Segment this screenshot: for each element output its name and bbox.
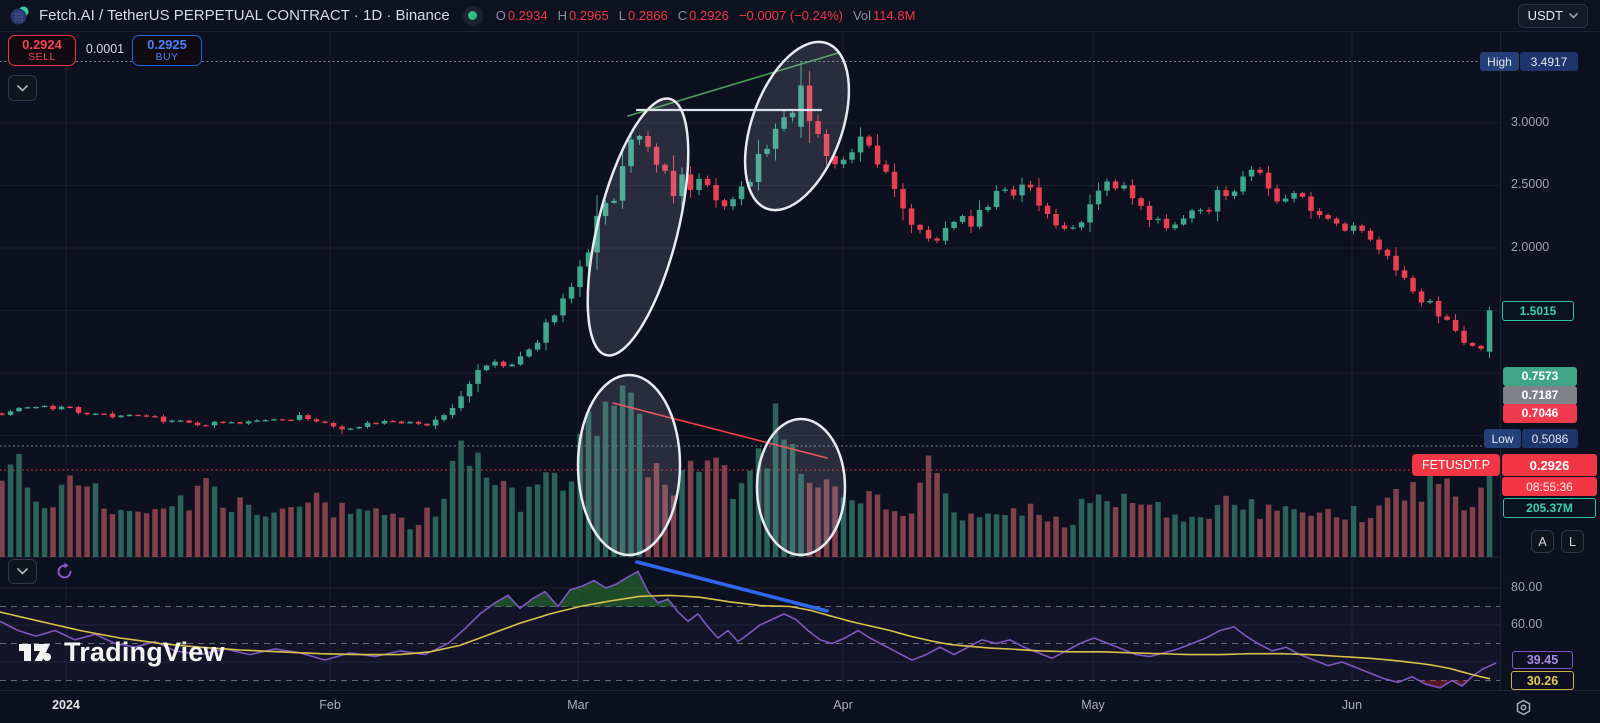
ohlc-close-label: C <box>677 8 688 23</box>
session-low-value: 0.5086 <box>1522 429 1578 448</box>
time-scale-label: Feb <box>319 698 341 712</box>
ohlc-high-value: 0.2965 <box>568 8 609 23</box>
currency-dropdown[interactable]: USDT <box>1517 3 1588 28</box>
price-ellipse-runup[interactable] <box>567 89 708 365</box>
blue-rsi-trendline[interactable] <box>635 560 829 613</box>
spread-value: 0.0001 <box>85 42 125 56</box>
tradingview-logo-icon <box>19 644 51 661</box>
candlesticks <box>0 61 1493 435</box>
ohlc-readout: O 0.2934 H 0.2965 L 0.2866 C 0.2926 −0.0007 … <box>496 8 916 23</box>
rsi-value-badge: 39.45 <box>1512 651 1573 669</box>
drawing-annotations[interactable] <box>567 28 870 613</box>
buy-label: BUY <box>155 50 179 63</box>
ohlc-open-value: 0.2934 <box>507 8 548 23</box>
price-level-badge: 0.7187 <box>1503 385 1577 405</box>
ohlc-close-value: 0.2926 <box>689 8 729 23</box>
indicator-refresh-icon[interactable] <box>52 559 76 583</box>
price-level-badge: 0.7046 <box>1503 403 1577 423</box>
volume-bars <box>0 385 1493 557</box>
price-scale-label: 3.0000 <box>1511 115 1550 129</box>
rsi-ma-value-badge: 30.26 <box>1511 671 1574 690</box>
tradingview-watermark[interactable]: TradingView <box>18 634 225 670</box>
ohlc-low-value: 0.2866 <box>627 8 668 23</box>
price-scale[interactable]: 3.0000 2.5000 2.0000 0.7573 0.7187 0.7046 80.0… <box>1500 32 1600 690</box>
volume-label: Vol <box>852 8 872 23</box>
currency-dropdown-label: USDT <box>1527 8 1563 23</box>
time-scale-label: 2024 <box>52 698 80 712</box>
time-scale-label: Jun <box>1341 698 1363 712</box>
sell-price: 0.2924 <box>22 37 62 53</box>
time-axis-settings-icon[interactable] <box>1513 697 1533 717</box>
indicator-scale-label: 80.00 <box>1511 580 1543 594</box>
chevron-down-icon <box>1569 12 1578 19</box>
watermark-text: TradingView <box>64 636 225 667</box>
time-scale-label: Apr <box>833 698 853 712</box>
time-scale-label: Mar <box>567 698 589 712</box>
indicator-pane-collapse-button[interactable] <box>8 559 37 584</box>
price-scale-label: 2.5000 <box>1511 177 1550 191</box>
chevron-down-icon <box>17 84 28 92</box>
market-status-icon <box>462 5 483 26</box>
indicator-scale-label: 60.00 <box>1511 617 1543 631</box>
price-scale-label: 2.0000 <box>1511 240 1550 254</box>
bar-countdown-badge: 08:55:36 <box>1502 477 1597 496</box>
session-high-value: 3.4917 <box>1520 52 1578 71</box>
ohlc-change-value: −0.0007 (−0.24%) <box>738 8 843 23</box>
fetch-ai-logo-icon <box>10 6 30 26</box>
sell-button[interactable]: 0.2924 SELL <box>8 35 76 66</box>
chevron-down-icon <box>17 568 28 575</box>
ohlc-high-label: H <box>557 8 567 23</box>
volume-ellipse-second[interactable] <box>755 417 847 557</box>
time-scale-label: May <box>1081 698 1105 712</box>
volume-ellipse-first[interactable] <box>576 373 682 557</box>
time-scale[interactable]: 2024 Feb Mar Apr May Jun <box>0 690 1600 723</box>
price-ellipse-peak[interactable] <box>725 28 870 224</box>
volume-value: 114.8M <box>873 8 916 23</box>
ohlc-low-label: L <box>618 8 626 23</box>
volume-ma-badge: 205.37M <box>1503 498 1596 518</box>
rsi-line[interactable] <box>0 570 1497 689</box>
session-high-label: High <box>1480 52 1519 71</box>
top-toolbar: Fetch.AI / TetherUS PERPETUAL CONTRACT ·… <box>0 0 1600 32</box>
last-price-badge: 1.5015 <box>1502 301 1574 321</box>
symbol-title[interactable]: Fetch.AI / TetherUS PERPETUAL CONTRACT ·… <box>39 7 450 24</box>
buy-price: 0.2925 <box>147 37 187 53</box>
green-trendline[interactable] <box>627 52 839 117</box>
red-volume-trendline[interactable] <box>612 402 828 459</box>
price-pane-collapse-button[interactable] <box>8 75 37 101</box>
rsi-ma-line[interactable] <box>0 594 1491 680</box>
buy-button[interactable]: 0.2925 BUY <box>132 35 202 66</box>
ohlc-open-label: O <box>495 8 506 23</box>
symbol-price-label-badge: FETUSDT.P <box>1412 454 1500 476</box>
log-scale-button[interactable]: L <box>1561 530 1584 553</box>
auto-scale-button[interactable]: A <box>1531 530 1554 553</box>
price-level-badge: 0.7573 <box>1503 366 1577 386</box>
symbol-price-value-badge: 0.2926 <box>1502 454 1597 476</box>
sell-label: SELL <box>28 50 56 63</box>
session-low-label: Low <box>1484 429 1521 448</box>
